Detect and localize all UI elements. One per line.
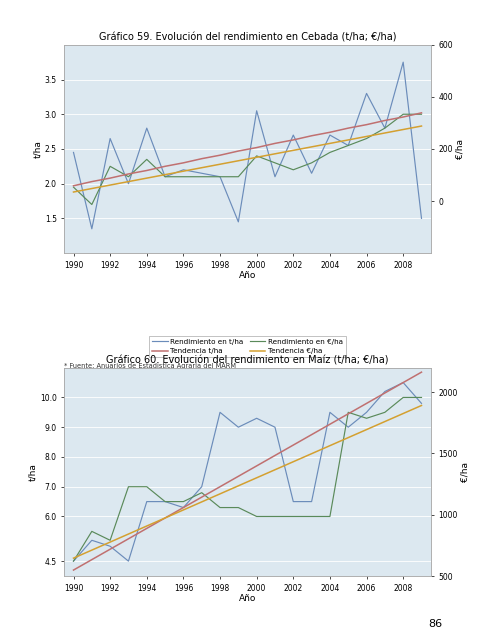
Text: 86: 86 <box>429 620 443 629</box>
Y-axis label: €/ha: €/ha <box>456 139 465 159</box>
Y-axis label: t/ha: t/ha <box>33 140 42 158</box>
X-axis label: Año: Año <box>239 271 256 280</box>
Title: Gráfico 60. Evolución del rendimiento en Maíz (t/ha; €/ha): Gráfico 60. Evolución del rendimiento en… <box>106 355 389 365</box>
Legend: Rendimiento en t/ha, Tendencia t/ha, Rendimiento en €/ha, Tendencia €/ha: Rendimiento en t/ha, Tendencia t/ha, Ren… <box>149 336 346 357</box>
Text: * Fuente: Anuarios de Estadística Agraria del MARM: * Fuente: Anuarios de Estadística Agrari… <box>64 362 236 369</box>
Y-axis label: t/ha: t/ha <box>28 463 37 481</box>
Y-axis label: €/ha: €/ha <box>460 462 469 482</box>
X-axis label: Año: Año <box>239 594 256 603</box>
Title: Gráfico 59. Evolución del rendimiento en Cebada (t/ha; €/ha): Gráfico 59. Evolución del rendimiento en… <box>99 33 396 43</box>
